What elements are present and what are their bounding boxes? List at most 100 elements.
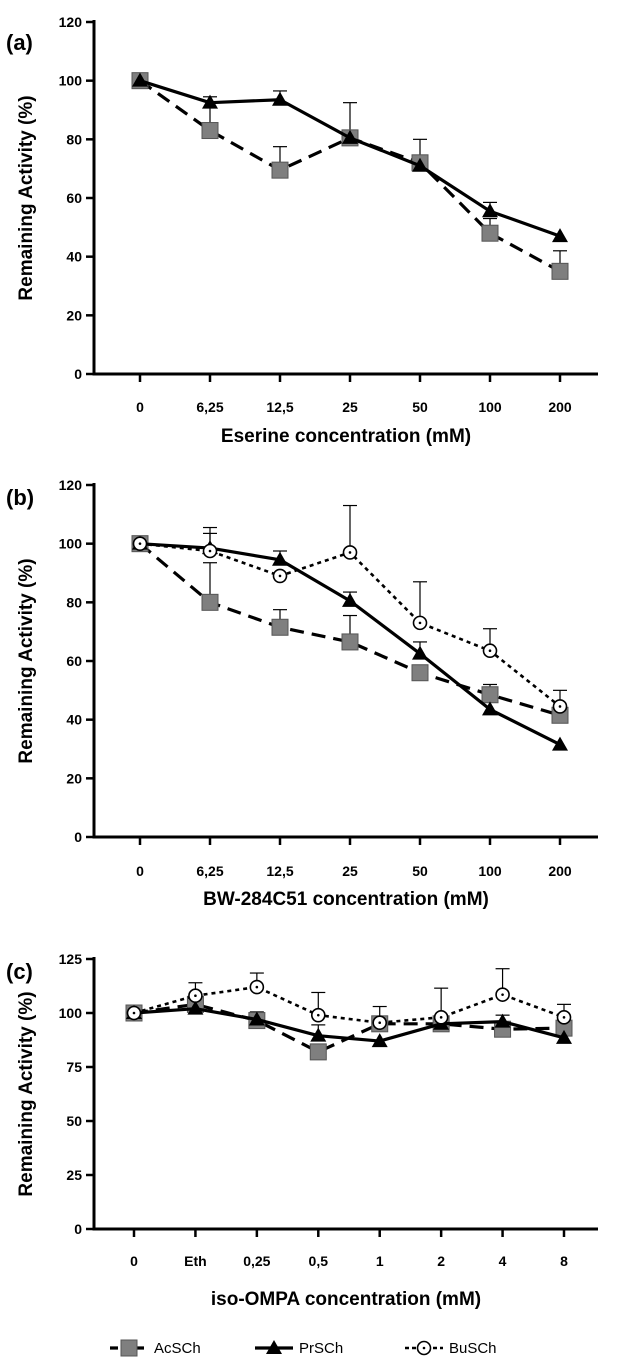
data-point bbox=[309, 1043, 327, 1061]
data-point bbox=[342, 592, 358, 607]
data-point bbox=[341, 633, 359, 651]
data-point bbox=[187, 1000, 204, 1015]
x-tick-label: 25 bbox=[342, 863, 358, 879]
y-tick-label: 60 bbox=[66, 653, 82, 669]
legend-item-busch: BuSCh bbox=[405, 1340, 497, 1357]
y-tick-label: 20 bbox=[66, 307, 82, 323]
data-point bbox=[556, 1029, 572, 1044]
panel-a: (a) 0 20 40 60 80 100 120 0 6,25 12,5 25 50 100 200 Ese… bbox=[6, 14, 598, 447]
data-point bbox=[552, 736, 568, 751]
data-point bbox=[271, 618, 289, 636]
x-tick-label: 100 bbox=[478, 863, 502, 879]
legend: AcSCh PrSCh BuSCh bbox=[110, 1339, 497, 1357]
data-point bbox=[132, 72, 148, 87]
series-line bbox=[133, 1007, 565, 1043]
data-point bbox=[481, 224, 499, 242]
legend-item-acsch: AcSCh bbox=[110, 1339, 201, 1357]
data-point bbox=[272, 551, 288, 566]
data-point bbox=[342, 129, 358, 144]
legend-label: PrSCh bbox=[299, 1340, 343, 1357]
legend-item-prsch: PrSCh bbox=[255, 1340, 343, 1357]
y-tick-label: 100 bbox=[59, 73, 83, 89]
panel-label: (b) bbox=[6, 485, 34, 510]
data-point bbox=[482, 701, 498, 716]
x-axis-title: BW-284C51 concentration (mM) bbox=[203, 889, 489, 910]
panel-label: (a) bbox=[6, 30, 33, 55]
panel-label: (c) bbox=[6, 959, 33, 984]
data-point bbox=[371, 1033, 388, 1048]
x-tick-label: 0,5 bbox=[309, 1253, 329, 1269]
legend-marker bbox=[266, 1340, 282, 1354]
data-point bbox=[494, 1013, 511, 1028]
y-axis-title: Remaining Activity (%) bbox=[16, 95, 37, 300]
x-tick-label: 12,5 bbox=[266, 399, 293, 415]
legend-marker bbox=[120, 1339, 138, 1357]
x-tick-label: 12,5 bbox=[266, 863, 293, 879]
x-tick-label: 2 bbox=[437, 1253, 445, 1269]
x-tick-label: 0 bbox=[130, 1253, 138, 1269]
x-tick-label: 200 bbox=[548, 863, 572, 879]
y-tick-label: 60 bbox=[66, 190, 82, 206]
data-point bbox=[552, 228, 568, 243]
legend-label: AcSCh bbox=[154, 1340, 201, 1357]
y-tick-label: 80 bbox=[66, 594, 82, 610]
data-point bbox=[310, 1027, 327, 1042]
series-busch bbox=[126, 968, 572, 1031]
y-axis-title: Remaining Activity (%) bbox=[16, 991, 37, 1196]
y-tick-label: 75 bbox=[66, 1059, 82, 1075]
data-point bbox=[482, 203, 498, 218]
x-tick-label: 6,25 bbox=[196, 399, 223, 415]
y-tick-label: 100 bbox=[59, 536, 83, 552]
x-tick-label: 0 bbox=[136, 399, 144, 415]
series-acsch bbox=[131, 535, 569, 724]
y-tick-label: 50 bbox=[66, 1113, 82, 1129]
data-point bbox=[412, 645, 428, 660]
x-axis-title: Eserine concentration (mM) bbox=[221, 426, 471, 447]
y-tick-label: 80 bbox=[66, 131, 82, 147]
x-tick-label: 0,25 bbox=[243, 1253, 270, 1269]
y-tick-label: 20 bbox=[66, 770, 82, 786]
y-tick-label: 120 bbox=[59, 14, 83, 30]
data-point bbox=[412, 157, 428, 172]
data-point bbox=[551, 262, 569, 280]
data-point bbox=[481, 686, 499, 704]
y-tick-label: 0 bbox=[74, 366, 82, 382]
data-point bbox=[202, 94, 218, 109]
y-tick-label: 0 bbox=[74, 1221, 82, 1237]
x-tick-label: 50 bbox=[412, 863, 428, 879]
series-prsch bbox=[132, 72, 568, 243]
y-tick-label: 120 bbox=[59, 477, 83, 493]
series-line bbox=[133, 985, 565, 1025]
y-axis-title: Remaining Activity (%) bbox=[16, 558, 37, 763]
panel-b: (b) 0 20 40 60 80 100 120 0 6,25 12,5 25 50 100 200 BW-… bbox=[6, 477, 598, 910]
y-tick-label: 25 bbox=[66, 1167, 82, 1183]
panel-c: (c) 0 25 50 75 100 125 0 Eth 0,25 0,5 1 2 4 8 iso-OMPA … bbox=[6, 951, 598, 1310]
x-tick-label: 0 bbox=[136, 863, 144, 879]
series-prsch bbox=[126, 1000, 572, 1048]
x-tick-label: Eth bbox=[184, 1253, 207, 1269]
x-tick-label: 50 bbox=[412, 399, 428, 415]
x-tick-label: 25 bbox=[342, 399, 358, 415]
y-tick-label: 40 bbox=[66, 712, 82, 728]
data-point bbox=[272, 91, 288, 106]
x-tick-label: 1 bbox=[376, 1253, 384, 1269]
data-point bbox=[201, 593, 219, 611]
x-tick-label: 8 bbox=[560, 1253, 568, 1269]
x-axis-title: iso-OMPA concentration (mM) bbox=[211, 1289, 481, 1310]
series-busch bbox=[132, 504, 568, 714]
data-point bbox=[201, 122, 219, 140]
data-point bbox=[411, 664, 429, 682]
x-tick-label: 100 bbox=[478, 399, 502, 415]
y-tick-label: 100 bbox=[59, 1005, 83, 1021]
x-tick-label: 6,25 bbox=[196, 863, 223, 879]
legend-label: BuSCh bbox=[449, 1340, 497, 1357]
x-tick-label: 200 bbox=[548, 399, 572, 415]
y-tick-label: 125 bbox=[59, 951, 83, 967]
x-tick-label: 4 bbox=[499, 1253, 507, 1269]
data-point bbox=[248, 1011, 265, 1026]
data-point bbox=[271, 161, 289, 179]
y-tick-label: 40 bbox=[66, 249, 82, 265]
series-acsch bbox=[131, 72, 569, 280]
y-tick-label: 0 bbox=[74, 829, 82, 845]
